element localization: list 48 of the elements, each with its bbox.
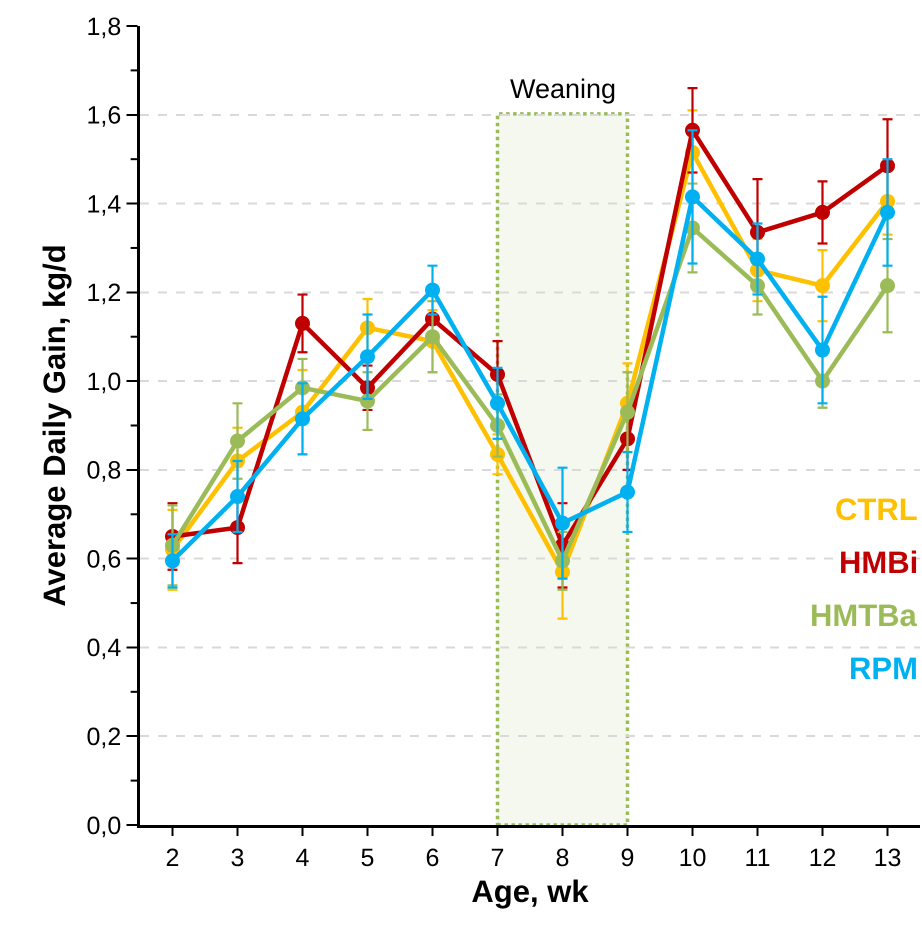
y-tick-label: 1,0 <box>86 368 122 396</box>
x-tick-label: 10 <box>678 844 706 872</box>
point <box>165 553 180 568</box>
x-tick-label: 4 <box>296 844 310 872</box>
text: HMBi <box>839 545 918 580</box>
x-tick-label: 11 <box>744 844 770 872</box>
x-tick-label: 5 <box>360 844 374 872</box>
point <box>360 349 375 364</box>
text: RPM <box>849 651 918 686</box>
point <box>880 204 895 220</box>
x-tick-label: 13 <box>874 844 902 872</box>
text: CTRL <box>835 492 918 527</box>
point <box>230 489 245 504</box>
band-label: Weaning <box>510 74 616 104</box>
point <box>815 342 830 358</box>
point <box>425 329 440 344</box>
x-tick-label: 12 <box>808 844 836 872</box>
x-tick-label: 9 <box>620 844 634 872</box>
point <box>880 278 895 294</box>
y-tick-label: 0,2 <box>86 722 122 751</box>
point <box>425 282 440 298</box>
x-axis-title: Age, wk <box>471 874 590 909</box>
y-tick-label: 0,6 <box>86 545 122 574</box>
y-axis-title: Average Daily Gain, kg/d <box>37 244 72 607</box>
point <box>620 404 635 420</box>
point <box>815 278 830 294</box>
x-tick-label: 2 <box>166 844 180 872</box>
y-tick-label: 1,6 <box>86 102 122 130</box>
point <box>620 484 635 500</box>
point <box>685 189 700 204</box>
point <box>555 516 570 531</box>
y-tick-label: 1,8 <box>86 12 122 41</box>
y-tick-label: 0,8 <box>86 456 122 485</box>
point <box>230 434 245 449</box>
x-tick-label: 7 <box>490 844 504 872</box>
point <box>490 396 505 411</box>
y-tick-label: 0,4 <box>86 634 122 662</box>
y-tick-label: 0,0 <box>86 812 122 840</box>
y-tick-label: 1,2 <box>86 279 122 308</box>
point <box>295 411 310 426</box>
text: HMTBa <box>810 598 918 633</box>
point <box>815 204 830 220</box>
x-tick-label: 8 <box>556 844 570 872</box>
x-tick-label: 6 <box>426 844 440 872</box>
y-tick-label: 1,4 <box>86 190 122 218</box>
point <box>750 252 765 267</box>
point <box>295 316 310 331</box>
x-tick-label: 3 <box>230 844 244 872</box>
